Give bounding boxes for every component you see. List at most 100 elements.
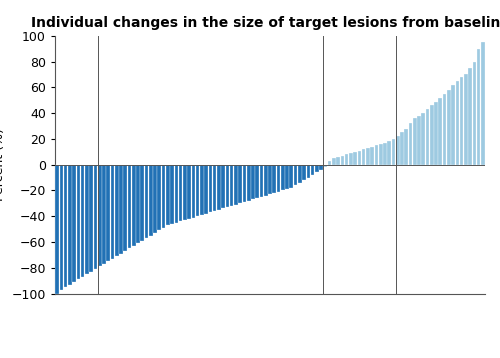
Bar bbox=[413, 118, 416, 165]
Bar bbox=[90, 165, 93, 272]
Y-axis label: Percent (%): Percent (%) bbox=[0, 128, 6, 201]
Bar bbox=[460, 77, 464, 165]
Bar bbox=[183, 165, 186, 220]
Bar bbox=[290, 165, 293, 188]
Bar bbox=[388, 141, 391, 165]
Bar bbox=[94, 165, 98, 269]
Bar bbox=[379, 144, 382, 165]
Bar bbox=[370, 147, 374, 165]
Bar bbox=[306, 165, 310, 178]
Bar bbox=[464, 74, 468, 165]
Bar bbox=[315, 165, 318, 173]
Bar bbox=[128, 165, 132, 248]
Bar bbox=[226, 165, 229, 207]
Bar bbox=[238, 165, 242, 203]
Bar bbox=[102, 165, 106, 264]
Bar bbox=[144, 165, 148, 238]
Bar bbox=[72, 165, 76, 282]
Bar bbox=[340, 156, 344, 165]
Bar bbox=[362, 149, 366, 165]
Bar bbox=[76, 165, 80, 279]
Bar bbox=[374, 145, 378, 165]
Bar bbox=[260, 165, 264, 197]
Bar bbox=[158, 165, 161, 231]
Bar bbox=[272, 165, 276, 193]
Bar bbox=[174, 165, 178, 223]
Bar bbox=[442, 94, 446, 165]
Bar bbox=[349, 153, 352, 165]
Bar bbox=[430, 105, 434, 165]
Bar bbox=[119, 165, 123, 253]
Bar bbox=[366, 148, 370, 165]
Bar bbox=[336, 157, 340, 165]
Bar bbox=[64, 165, 68, 287]
Bar bbox=[298, 165, 302, 183]
Bar bbox=[140, 165, 144, 241]
Bar bbox=[434, 102, 438, 165]
Bar bbox=[149, 165, 152, 236]
Bar bbox=[472, 62, 476, 165]
Bar bbox=[98, 165, 102, 266]
Bar bbox=[392, 139, 396, 165]
Bar bbox=[196, 165, 200, 216]
Bar bbox=[417, 116, 421, 165]
Bar bbox=[396, 136, 400, 165]
Bar bbox=[481, 42, 484, 165]
Bar bbox=[60, 165, 63, 290]
Bar bbox=[217, 165, 220, 210]
Bar bbox=[358, 150, 361, 165]
Bar bbox=[179, 165, 182, 221]
Bar bbox=[200, 165, 203, 215]
Bar bbox=[68, 165, 71, 285]
Bar bbox=[124, 165, 127, 251]
Bar bbox=[56, 165, 59, 294]
Bar bbox=[234, 165, 238, 205]
Bar bbox=[408, 124, 412, 165]
Bar bbox=[400, 132, 404, 165]
Bar bbox=[204, 165, 208, 214]
Bar bbox=[115, 165, 118, 256]
Bar bbox=[106, 165, 110, 261]
Bar bbox=[328, 161, 332, 165]
Bar bbox=[345, 154, 348, 165]
Bar bbox=[222, 165, 225, 208]
Bar bbox=[166, 165, 170, 225]
Bar bbox=[477, 49, 480, 165]
Bar bbox=[264, 165, 268, 195]
Bar bbox=[422, 113, 425, 165]
Bar bbox=[132, 165, 136, 246]
Bar bbox=[404, 129, 408, 165]
Bar bbox=[208, 165, 212, 212]
Bar bbox=[320, 165, 323, 170]
Bar bbox=[230, 165, 234, 206]
Bar bbox=[456, 81, 459, 165]
Bar bbox=[188, 165, 191, 219]
Bar bbox=[426, 109, 430, 165]
Bar bbox=[302, 165, 306, 180]
Bar bbox=[354, 152, 357, 165]
Bar bbox=[438, 98, 442, 165]
Bar bbox=[110, 165, 114, 259]
Bar bbox=[383, 143, 387, 165]
Bar bbox=[447, 90, 450, 165]
Bar bbox=[170, 165, 174, 224]
Bar bbox=[311, 165, 314, 175]
Bar bbox=[294, 165, 298, 185]
Bar bbox=[162, 165, 166, 228]
Bar bbox=[213, 165, 216, 211]
Bar bbox=[136, 165, 140, 243]
Bar bbox=[153, 165, 157, 233]
Bar bbox=[192, 165, 195, 218]
Bar bbox=[285, 165, 289, 189]
Bar bbox=[276, 165, 280, 192]
Bar bbox=[256, 165, 259, 198]
Bar bbox=[85, 165, 88, 274]
Bar bbox=[251, 165, 255, 199]
Bar bbox=[81, 165, 84, 277]
Bar bbox=[281, 165, 284, 190]
Bar bbox=[268, 165, 272, 194]
Bar bbox=[332, 158, 336, 165]
Bar bbox=[324, 165, 327, 167]
Bar bbox=[452, 85, 455, 165]
Bar bbox=[468, 68, 472, 165]
